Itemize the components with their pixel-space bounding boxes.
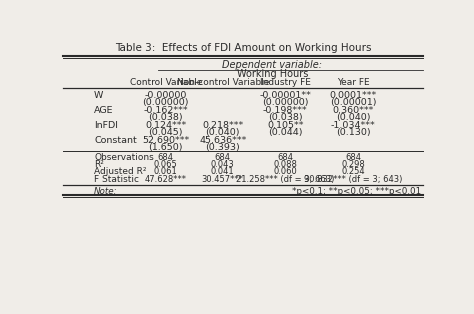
Text: (0.038): (0.038) [148, 113, 183, 122]
Text: 0.124***: 0.124*** [145, 121, 186, 130]
Text: Constant: Constant [94, 136, 137, 145]
Text: 684: 684 [158, 153, 174, 162]
Text: Observations: Observations [94, 153, 154, 162]
Text: Working Hours: Working Hours [237, 69, 308, 79]
Text: -0.00001**: -0.00001** [259, 91, 311, 100]
Text: Control Variable: Control Variable [129, 78, 202, 87]
Text: Table 3:  Effects of FDI Amount on Working Hours: Table 3: Effects of FDI Amount on Workin… [115, 43, 371, 53]
Text: 0.298: 0.298 [341, 160, 365, 169]
Text: 0.218***: 0.218*** [202, 121, 243, 130]
Text: 0.105**: 0.105** [267, 121, 303, 130]
Text: -0.198***: -0.198*** [263, 106, 308, 115]
Text: (0.040): (0.040) [205, 128, 240, 137]
Text: 0.060: 0.060 [273, 167, 297, 176]
Text: (1.650): (1.650) [148, 143, 183, 152]
Text: 21.258*** (df = 3; 663): 21.258*** (df = 3; 663) [236, 175, 334, 184]
Text: 0.360***: 0.360*** [332, 106, 374, 115]
Text: 30.457***: 30.457*** [202, 175, 244, 184]
Text: (0.00000): (0.00000) [143, 99, 189, 107]
Text: (0.045): (0.045) [148, 128, 183, 137]
Text: F Statistic: F Statistic [94, 175, 139, 184]
Text: 684: 684 [215, 153, 231, 162]
Text: 0.043: 0.043 [211, 160, 235, 169]
Text: (0.00000): (0.00000) [262, 99, 309, 107]
Text: 0.254: 0.254 [341, 167, 365, 176]
Text: 45.636***: 45.636*** [199, 136, 246, 145]
Text: AGE: AGE [94, 106, 114, 115]
Text: (0.040): (0.040) [336, 113, 370, 122]
Text: 684: 684 [277, 153, 293, 162]
Text: Year FE: Year FE [337, 78, 369, 87]
Text: Non-control Variable: Non-control Variable [176, 78, 269, 87]
Text: 684: 684 [345, 153, 361, 162]
Text: Adjusted R²: Adjusted R² [94, 167, 146, 176]
Text: R²: R² [94, 160, 104, 169]
Text: (0.393): (0.393) [205, 143, 240, 152]
Text: Note:: Note: [94, 187, 118, 196]
Text: 52.690***: 52.690*** [142, 136, 190, 145]
Text: (0.130): (0.130) [336, 128, 371, 137]
Text: 47.628***: 47.628*** [145, 175, 187, 184]
Text: -1.034***: -1.034*** [331, 121, 375, 130]
Text: W: W [94, 91, 103, 100]
Text: 0.088: 0.088 [273, 160, 297, 169]
Text: Industry FE: Industry FE [260, 78, 310, 87]
Text: Dependent variable:: Dependent variable: [222, 60, 322, 70]
Text: -0.00000: -0.00000 [145, 91, 187, 100]
Text: lnFDI: lnFDI [94, 121, 118, 130]
Text: *p<0.1; **p<0.05; ***p<0.01: *p<0.1; **p<0.05; ***p<0.01 [292, 187, 421, 196]
Text: 0.041: 0.041 [211, 167, 235, 176]
Text: (0.00001): (0.00001) [330, 99, 376, 107]
Text: 90.832*** (df = 3; 643): 90.832*** (df = 3; 643) [304, 175, 402, 184]
Text: 0.065: 0.065 [154, 160, 178, 169]
Text: 0.0001***: 0.0001*** [329, 91, 377, 100]
Text: (0.044): (0.044) [268, 128, 302, 137]
Text: -0.162***: -0.162*** [144, 106, 188, 115]
Text: 0.061: 0.061 [154, 167, 178, 176]
Text: (0.038): (0.038) [268, 113, 302, 122]
